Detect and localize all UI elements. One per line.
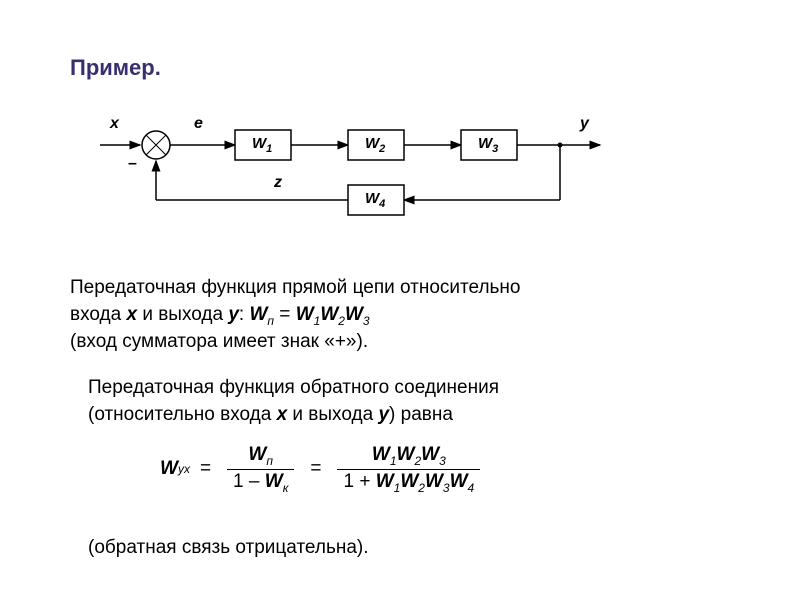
page-title: Пример. (70, 55, 161, 81)
label-minus: – (128, 155, 137, 173)
label-y: y (580, 115, 589, 133)
paragraph-1: Передаточная функция прямой цепи относит… (70, 275, 730, 356)
fraction-2: W1W2W3 1 + W1W2W3W4 (337, 443, 480, 496)
label-x: x (110, 115, 119, 133)
paragraph-3: (обратная связь отрицательна). (88, 535, 369, 562)
block-w4-label: W4 (365, 190, 385, 210)
block-w2-label: W2 (365, 135, 385, 155)
fraction-1: Wп 1 – Wк (227, 443, 294, 496)
label-z: z (274, 174, 282, 192)
block-diagram: x e y z – W1 W2 W3 W4 (70, 105, 610, 235)
block-w1-label: W1 (252, 135, 272, 155)
label-e: e (194, 115, 203, 133)
block-w3-label: W3 (478, 135, 498, 155)
paragraph-2: Передаточная функция обратного соединени… (88, 375, 728, 428)
transfer-function-formula: Wyx = Wп 1 – Wк = W1W2W3 1 + W1W2W3W4 (160, 443, 486, 496)
